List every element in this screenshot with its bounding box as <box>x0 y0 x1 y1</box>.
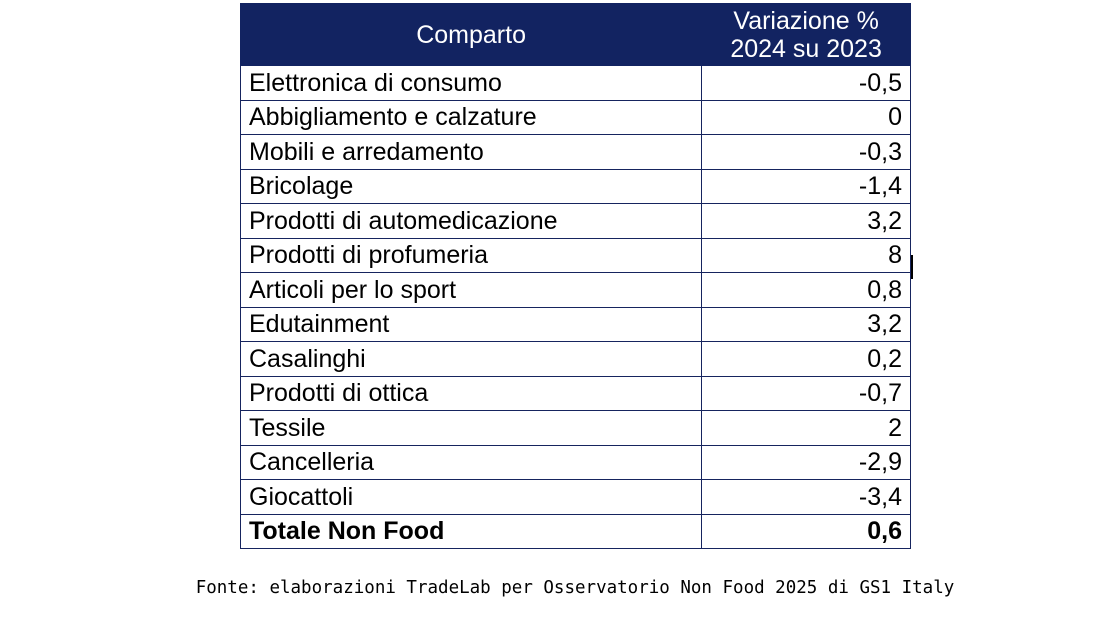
table-row: Giocattoli -3,4 <box>239 479 911 515</box>
table-row: Mobili e arredamento -0,3 <box>239 134 911 170</box>
header-comparto: Comparto <box>239 3 703 66</box>
table-row: Prodotti di ottica -0,7 <box>239 375 911 411</box>
table-row: Prodotti di automedicazione 3,2 <box>239 203 911 239</box>
row-value: -3,4 <box>701 479 911 515</box>
text-cursor <box>911 255 913 279</box>
row-name: Giocattoli <box>239 479 703 515</box>
row-name: Abbigliamento e calzature <box>239 99 703 135</box>
row-value: 3,2 <box>701 306 911 342</box>
row-name: Cancelleria <box>239 444 703 480</box>
row-name: Elettronica di consumo <box>239 65 703 101</box>
row-value: 0,2 <box>701 341 911 377</box>
table-row: Bricolage -1,4 <box>239 168 911 204</box>
row-value: 0 <box>701 99 911 135</box>
table-row: Elettronica di consumo -0,5 <box>239 65 911 101</box>
table-header-row: Comparto Variazione % 2024 su 2023 <box>239 3 911 66</box>
total-name: Totale Non Food <box>239 513 703 549</box>
row-name: Edutainment <box>239 306 703 342</box>
row-name: Mobili e arredamento <box>239 134 703 170</box>
row-value: -0,3 <box>701 134 911 170</box>
total-value: 0,6 <box>701 513 911 549</box>
row-value: 8 <box>701 237 911 273</box>
table-row: Prodotti di profumeria 8 <box>239 237 911 273</box>
source-note: Fonte: elaborazioni TradeLab per Osserva… <box>195 578 955 598</box>
table-row: Abbigliamento e calzature 0 <box>239 99 911 135</box>
table-row: Articoli per lo sport 0,8 <box>239 272 911 308</box>
table-row: Cancelleria -2,9 <box>239 444 911 480</box>
row-value: -0,7 <box>701 375 911 411</box>
row-name: Casalinghi <box>239 341 703 377</box>
header-variazione-line2: 2024 su 2023 <box>730 34 882 63</box>
table-row: Tessile 2 <box>239 410 911 446</box>
header-variazione: Variazione % 2024 su 2023 <box>701 3 911 66</box>
table-row: Edutainment 3,2 <box>239 306 911 342</box>
row-name: Articoli per lo sport <box>239 272 703 308</box>
row-name: Tessile <box>239 410 703 446</box>
row-value: 2 <box>701 410 911 446</box>
table-row: Casalinghi 0,2 <box>239 341 911 377</box>
non-food-variation-table: Comparto Variazione % 2024 su 2023 Elett… <box>239 3 911 549</box>
row-value: -1,4 <box>701 168 911 204</box>
row-value: 0,8 <box>701 272 911 308</box>
row-value: -2,9 <box>701 444 911 480</box>
row-value: 3,2 <box>701 203 911 239</box>
row-name: Prodotti di profumeria <box>239 237 703 273</box>
row-name: Prodotti di ottica <box>239 375 703 411</box>
row-value: -0,5 <box>701 65 911 101</box>
row-name: Prodotti di automedicazione <box>239 203 703 239</box>
header-variazione-line1: Variazione % <box>733 6 879 35</box>
table-total-row: Totale Non Food 0,6 <box>239 513 911 549</box>
row-name: Bricolage <box>239 168 703 204</box>
